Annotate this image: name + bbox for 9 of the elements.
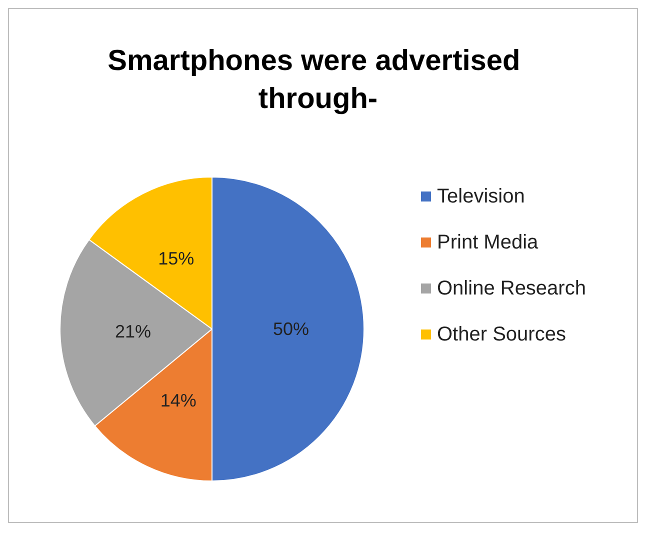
legend-label: Other Sources: [437, 324, 566, 346]
chart-title: Smartphones were advertised through-: [108, 45, 528, 115]
legend-label: Online Research: [437, 278, 586, 300]
data-label: 50%: [272, 319, 310, 339]
data-label: 14%: [160, 390, 196, 410]
legend-label: Television: [437, 186, 525, 208]
data-label: 21%: [115, 321, 152, 342]
data-label: 15%: [158, 248, 194, 269]
legend-label: Print Media: [437, 232, 540, 254]
